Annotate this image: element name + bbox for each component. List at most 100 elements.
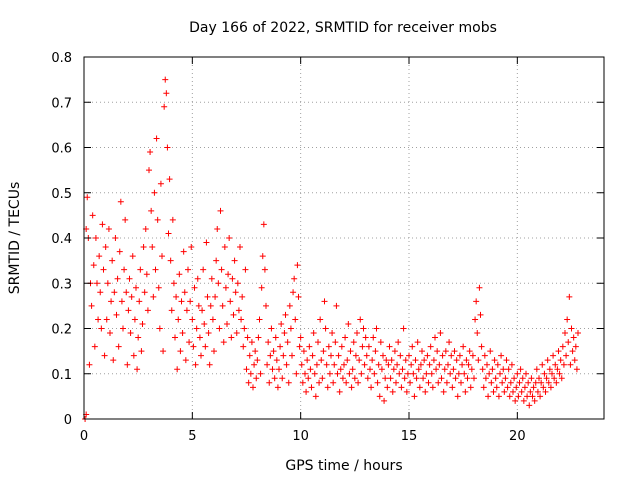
data-point bbox=[452, 375, 459, 382]
data-point bbox=[459, 361, 466, 368]
data-point bbox=[278, 320, 285, 327]
data-point bbox=[568, 325, 575, 332]
data-point bbox=[84, 194, 91, 201]
data-point bbox=[342, 334, 349, 341]
data-point bbox=[274, 384, 281, 391]
y-tick-label: 0.2 bbox=[51, 323, 72, 338]
data-point bbox=[94, 280, 100, 287]
data-point bbox=[280, 352, 287, 359]
data-point bbox=[244, 334, 251, 341]
data-point bbox=[410, 370, 417, 377]
data-point bbox=[553, 379, 560, 386]
data-point bbox=[547, 384, 554, 391]
data-point bbox=[137, 266, 144, 273]
data-point bbox=[364, 375, 371, 382]
data-point bbox=[292, 316, 299, 323]
data-point bbox=[406, 352, 412, 359]
data-point bbox=[163, 90, 170, 97]
data-point bbox=[187, 298, 194, 305]
data-point bbox=[195, 302, 202, 309]
data-point bbox=[310, 330, 317, 337]
data-point bbox=[237, 244, 243, 251]
data-point bbox=[529, 393, 536, 400]
data-point bbox=[261, 266, 268, 273]
data-point bbox=[564, 316, 571, 323]
data-point bbox=[455, 370, 462, 377]
data-point bbox=[449, 384, 456, 391]
y-tick-label: 0.5 bbox=[51, 187, 72, 202]
data-point bbox=[505, 366, 512, 373]
data-point bbox=[311, 370, 318, 377]
data-point bbox=[179, 330, 186, 337]
data-point bbox=[144, 307, 151, 314]
data-point bbox=[185, 266, 191, 273]
data-point bbox=[451, 348, 458, 355]
data-point bbox=[415, 366, 422, 373]
data-point bbox=[437, 330, 444, 337]
data-point bbox=[203, 239, 210, 246]
data-point bbox=[435, 379, 442, 386]
data-point bbox=[226, 235, 233, 241]
data-point bbox=[515, 393, 522, 400]
data-point bbox=[267, 352, 274, 359]
data-point bbox=[256, 316, 263, 323]
data-point bbox=[263, 302, 269, 309]
data-point bbox=[162, 76, 169, 83]
data-point bbox=[385, 361, 392, 368]
data-point bbox=[413, 375, 420, 382]
data-point bbox=[231, 257, 238, 264]
data-point bbox=[371, 370, 378, 377]
data-point bbox=[503, 357, 510, 364]
data-point bbox=[193, 325, 200, 332]
data-point bbox=[442, 348, 449, 355]
data-point bbox=[404, 370, 411, 377]
data-point bbox=[346, 370, 353, 377]
data-point bbox=[464, 375, 471, 382]
data-point bbox=[111, 289, 118, 296]
data-point bbox=[107, 330, 113, 337]
data-point bbox=[147, 149, 154, 156]
data-point bbox=[294, 262, 301, 269]
data-point bbox=[272, 334, 279, 341]
data-point bbox=[182, 357, 189, 364]
data-point bbox=[220, 339, 227, 346]
data-point bbox=[560, 361, 567, 368]
data-point bbox=[86, 361, 93, 368]
data-point bbox=[388, 357, 395, 364]
data-point bbox=[128, 293, 135, 300]
data-point bbox=[482, 375, 489, 382]
y-axis-label: SRMTID / TECUs bbox=[7, 182, 23, 295]
data-point bbox=[333, 302, 340, 309]
data-point bbox=[339, 375, 346, 382]
data-point bbox=[148, 207, 155, 214]
data-point bbox=[484, 361, 490, 368]
data-point bbox=[363, 352, 370, 359]
data-point bbox=[462, 388, 469, 395]
data-point bbox=[325, 343, 332, 350]
data-point bbox=[258, 284, 265, 291]
data-point bbox=[414, 339, 421, 346]
data-point bbox=[260, 221, 267, 228]
data-point bbox=[112, 235, 119, 241]
data-point bbox=[285, 379, 292, 386]
data-point bbox=[140, 244, 147, 251]
data-point bbox=[544, 357, 551, 364]
data-point bbox=[498, 352, 505, 359]
data-point bbox=[306, 343, 313, 350]
data-point bbox=[201, 320, 208, 327]
data-point bbox=[161, 103, 168, 110]
data-point bbox=[423, 370, 430, 377]
data-point bbox=[230, 311, 237, 318]
data-point bbox=[521, 384, 528, 391]
data-point bbox=[322, 325, 329, 332]
data-point bbox=[550, 352, 557, 359]
data-point bbox=[328, 352, 334, 359]
data-point bbox=[141, 289, 148, 296]
data-point bbox=[143, 271, 150, 278]
data-point bbox=[565, 339, 572, 346]
data-point bbox=[91, 343, 98, 350]
data-point bbox=[334, 370, 341, 377]
data-point bbox=[439, 352, 446, 359]
data-point bbox=[389, 388, 396, 395]
data-point bbox=[351, 375, 358, 382]
